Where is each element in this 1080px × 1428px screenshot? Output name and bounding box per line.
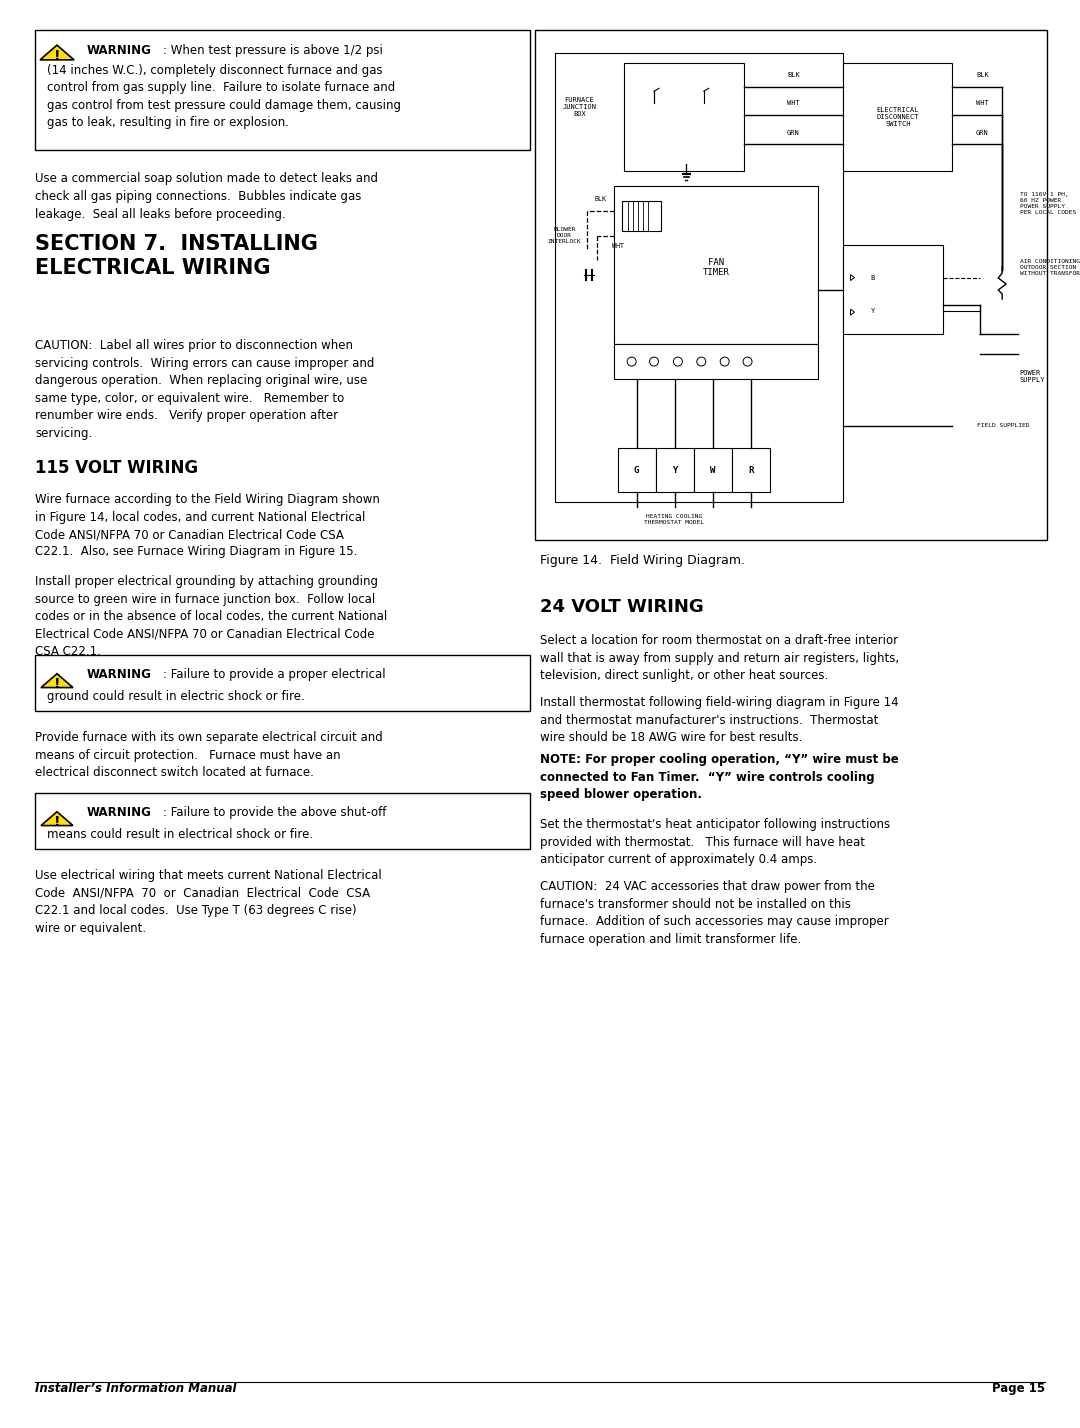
- Text: Install proper electrical grounding by attaching grounding
source to green wire : Install proper electrical grounding by a…: [35, 575, 388, 658]
- Text: ground could result in electric shock or fire.: ground could result in electric shock or…: [48, 690, 305, 703]
- Text: FAN
TIMER: FAN TIMER: [703, 258, 730, 277]
- Bar: [554, 53, 843, 503]
- Text: WARNING: WARNING: [87, 668, 152, 681]
- Text: Provide furnace with its own separate electrical circuit and
means of circuit pr: Provide furnace with its own separate el…: [35, 731, 382, 780]
- Text: Select a location for room thermostat on a draft-free interior
wall that is away: Select a location for room thermostat on…: [540, 634, 899, 683]
- Text: TO 116V 1 PH,
60 HZ POWER
POWER SUPPLY
PER LOCAL CODES: TO 116V 1 PH, 60 HZ POWER POWER SUPPLY P…: [1020, 193, 1076, 214]
- Text: WHT: WHT: [612, 243, 624, 250]
- Circle shape: [627, 357, 636, 366]
- Text: : Failure to provide the above shut-off: : Failure to provide the above shut-off: [163, 805, 387, 820]
- Bar: [693, 448, 731, 493]
- Text: BLOWER
DOOR
INTERLOCK: BLOWER DOOR INTERLOCK: [548, 227, 581, 244]
- Bar: [35, 793, 529, 850]
- Bar: [624, 63, 743, 171]
- Text: GRN: GRN: [976, 130, 988, 136]
- Polygon shape: [851, 310, 854, 316]
- Text: !: !: [54, 815, 60, 828]
- Bar: [535, 30, 1047, 540]
- Text: (14 inches W.C.), completely disconnect furnace and gas
control from gas supply : (14 inches W.C.), completely disconnect …: [48, 63, 401, 129]
- Text: G: G: [634, 466, 639, 474]
- Polygon shape: [40, 46, 75, 60]
- Text: !: !: [54, 49, 60, 63]
- Text: Y: Y: [672, 466, 677, 474]
- Text: means could result in electrical shock or fire.: means could result in electrical shock o…: [48, 828, 313, 841]
- Text: Use electrical wiring that meets current National Electrical
Code  ANSI/NFPA  70: Use electrical wiring that meets current…: [35, 870, 381, 934]
- Bar: [618, 448, 656, 493]
- Text: : Failure to provide a proper electrical: : Failure to provide a proper electrical: [163, 668, 386, 681]
- Text: BLK: BLK: [594, 196, 606, 201]
- Text: 115 VOLT WIRING: 115 VOLT WIRING: [35, 458, 198, 477]
- Bar: [615, 186, 819, 344]
- Text: Page 15: Page 15: [991, 1382, 1045, 1395]
- Text: WHT: WHT: [976, 100, 988, 106]
- Text: W: W: [710, 466, 715, 474]
- Circle shape: [674, 357, 683, 366]
- Text: Y: Y: [870, 308, 875, 314]
- Text: B: B: [870, 274, 875, 280]
- Text: HEATING COOLING
THERMOSTAT MODEL: HEATING COOLING THERMOSTAT MODEL: [644, 514, 704, 526]
- Text: Install thermostat following field-wiring diagram in Figure 14
and thermostat ma: Install thermostat following field-wirin…: [540, 695, 899, 744]
- Text: !: !: [54, 677, 60, 691]
- Text: BLK: BLK: [787, 71, 799, 79]
- Text: CAUTION:  Label all wires prior to disconnection when
servicing controls.  Wirin: CAUTION: Label all wires prior to discon…: [35, 338, 375, 440]
- Circle shape: [649, 357, 659, 366]
- Text: AIR CONDITIONING
OUTDOOR SECTION
WITHOUT TRANSFORMER: AIR CONDITIONING OUTDOOR SECTION WITHOUT…: [1020, 260, 1080, 276]
- Text: WARNING: WARNING: [87, 44, 152, 57]
- Text: : When test pressure is above 1/2 psi: : When test pressure is above 1/2 psi: [163, 44, 383, 57]
- Text: Wire furnace according to the Field Wiring Diagram shown
in Figure 14, local cod: Wire furnace according to the Field Wiri…: [35, 493, 380, 558]
- Bar: [656, 448, 693, 493]
- Bar: [732, 448, 770, 493]
- Polygon shape: [41, 674, 73, 687]
- Bar: [615, 344, 819, 378]
- Text: Use a commercial soap solution made to detect leaks and
check all gas piping con: Use a commercial soap solution made to d…: [35, 171, 378, 221]
- Bar: [843, 63, 953, 171]
- Bar: [35, 30, 529, 150]
- Text: 24 VOLT WIRING: 24 VOLT WIRING: [540, 598, 703, 615]
- Text: BLK: BLK: [976, 71, 988, 79]
- Circle shape: [743, 357, 752, 366]
- Polygon shape: [41, 811, 73, 825]
- Text: WARNING: WARNING: [87, 805, 152, 820]
- Text: CAUTION:  24 VAC accessories that draw power from the
furnace's transformer shou: CAUTION: 24 VAC accessories that draw po…: [540, 880, 889, 945]
- Text: FIELD SUPPLIED: FIELD SUPPLIED: [977, 423, 1030, 428]
- Text: POWER
SUPPLY: POWER SUPPLY: [1020, 370, 1045, 383]
- Bar: [35, 655, 529, 711]
- Text: WHT: WHT: [787, 100, 799, 106]
- Text: SECTION 7.  INSTALLING
ELECTRICAL WIRING: SECTION 7. INSTALLING ELECTRICAL WIRING: [35, 234, 318, 278]
- Text: ELECTRICAL
DISCONNECT
SWITCH: ELECTRICAL DISCONNECT SWITCH: [877, 107, 919, 127]
- Text: FURNACE
JUNCTION
BOX: FURNACE JUNCTION BOX: [563, 97, 596, 117]
- Circle shape: [697, 357, 705, 366]
- Text: Installer’s Information Manual: Installer’s Information Manual: [35, 1382, 237, 1395]
- Text: GRN: GRN: [787, 130, 799, 136]
- Circle shape: [720, 357, 729, 366]
- Text: NOTE: For proper cooling operation, “Y” wire must be
connected to Fan Timer.  “Y: NOTE: For proper cooling operation, “Y” …: [540, 753, 899, 801]
- Bar: [622, 201, 661, 231]
- Polygon shape: [851, 274, 854, 280]
- Text: Figure 14.  Field Wiring Diagram.: Figure 14. Field Wiring Diagram.: [540, 554, 744, 567]
- Text: R: R: [748, 466, 754, 474]
- Bar: [843, 246, 943, 334]
- Text: Set the thermostat's heat anticipator following instructions
provided with therm: Set the thermostat's heat anticipator fo…: [540, 818, 890, 865]
